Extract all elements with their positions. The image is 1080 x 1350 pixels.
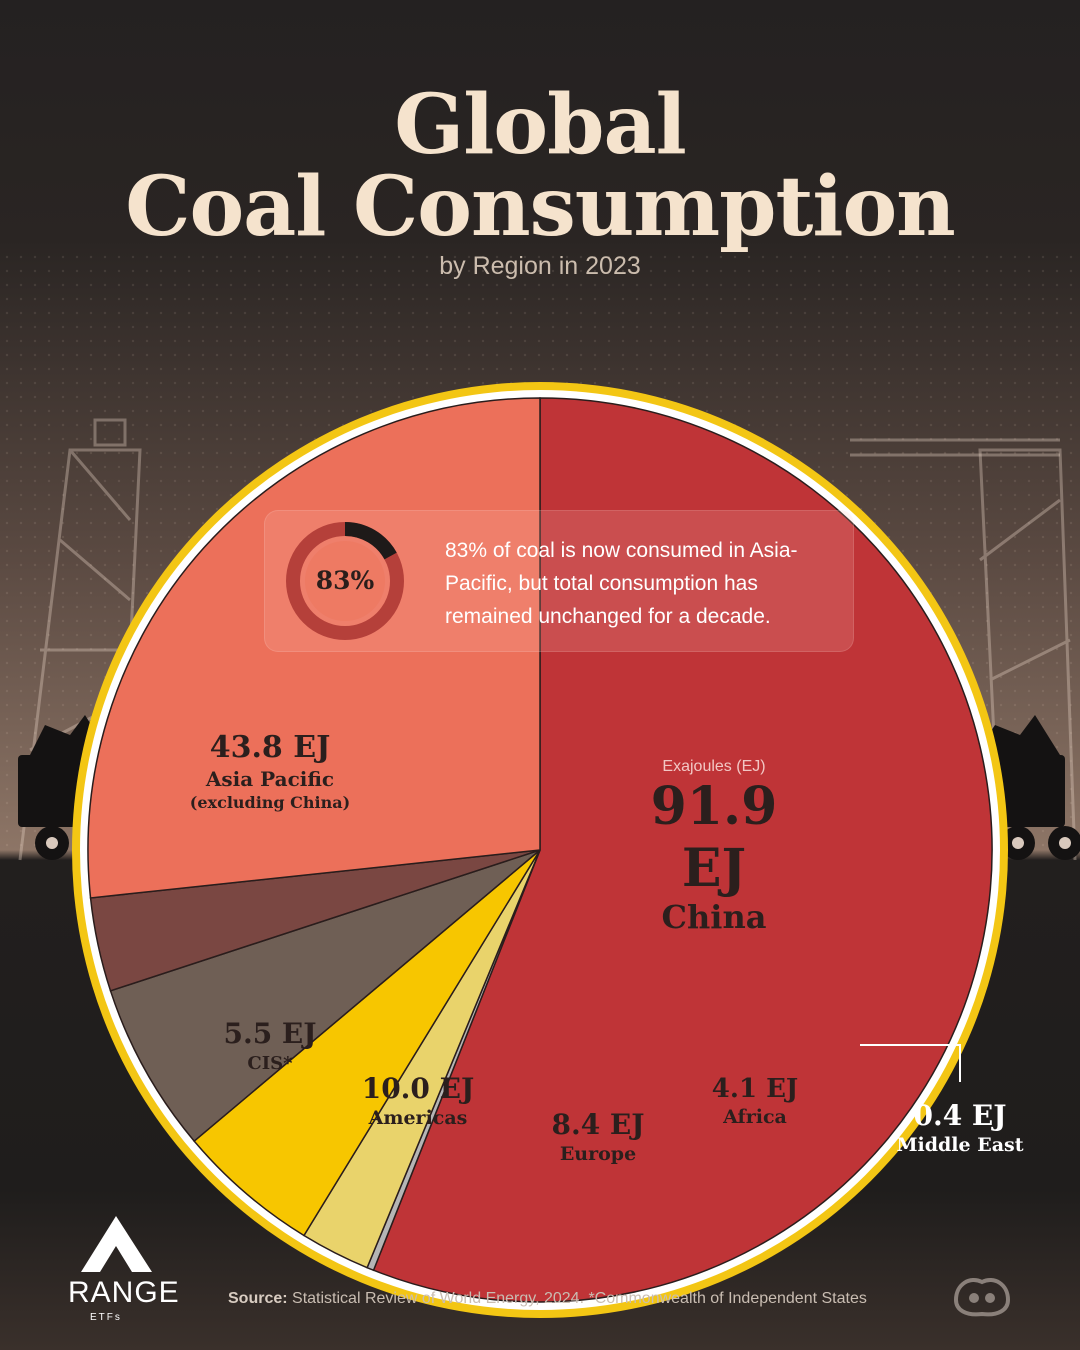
label-americas: 10.0 EJ Americas	[343, 1072, 493, 1130]
title-line-1: Global	[394, 77, 687, 173]
range-logo-icon	[81, 1216, 152, 1272]
insight-callout: 83% 83% of coal is now consumed in Asia-…	[264, 510, 854, 652]
pie-slice-china	[372, 397, 993, 1303]
donut-83-percent	[286, 522, 404, 640]
middle-east-leader-line	[860, 1044, 961, 1082]
name-asia-pacific: Asia Pacific	[205, 767, 335, 791]
brand-word: RANGE	[68, 1276, 180, 1309]
donut-arc	[286, 522, 404, 640]
name-cis: CIS*	[247, 1053, 293, 1074]
callout-text: 83% of coal is now consumed in Asia-Paci…	[445, 539, 798, 628]
label-africa: 4.1 EJ Africa	[690, 1072, 820, 1128]
brand-sub: ETFs	[90, 1312, 122, 1323]
pie-slice-americas	[109, 849, 541, 1143]
source-note: Source: Statistical Review of World Ener…	[228, 1290, 867, 1308]
pie-slice-asia-pacific	[87, 397, 541, 899]
value-africa: 4.1 EJ	[711, 1074, 799, 1104]
subtitle: by Region in 2023	[439, 252, 641, 280]
label-asia-pacific: 43.8 EJ Asia Pacific (excluding China)	[170, 730, 370, 814]
value-asia-pacific: 43.8 EJ	[209, 730, 331, 765]
source-text: Statistical Review of World Energy, 2024…	[287, 1290, 867, 1307]
value-cis: 5.5 EJ	[223, 1017, 317, 1050]
source-label: Source:	[228, 1290, 288, 1307]
unit-note: Exajoules (EJ)	[662, 758, 766, 775]
name-china: China	[661, 898, 767, 936]
name-europe: Europe	[559, 1143, 637, 1165]
label-middle-east: 0.4 EJ Middle East	[880, 1098, 1040, 1156]
pie-slice-europe	[193, 849, 541, 1237]
name-africa: Africa	[723, 1106, 787, 1128]
name-middle-east: Middle East	[896, 1134, 1024, 1156]
publisher-logo-icon	[953, 1278, 1011, 1317]
value-europe: 8.4 EJ	[551, 1108, 645, 1141]
label-europe: 8.4 EJ Europe	[523, 1108, 673, 1166]
value-china: 91.9 EJ	[650, 776, 778, 899]
sublabel-asia-pacific: (excluding China)	[189, 793, 351, 812]
name-americas: Americas	[368, 1107, 468, 1129]
label-china: Exajoules (EJ) 91.9 EJ China	[614, 758, 814, 934]
value-americas: 10.0 EJ	[361, 1072, 475, 1105]
donut-label: 83%	[315, 566, 375, 595]
value-middle-east: 0.4 EJ	[913, 1099, 1007, 1132]
title-line-2: Coal Consumption	[125, 159, 956, 255]
label-cis: 5.5 EJ CIS*	[205, 1016, 335, 1076]
